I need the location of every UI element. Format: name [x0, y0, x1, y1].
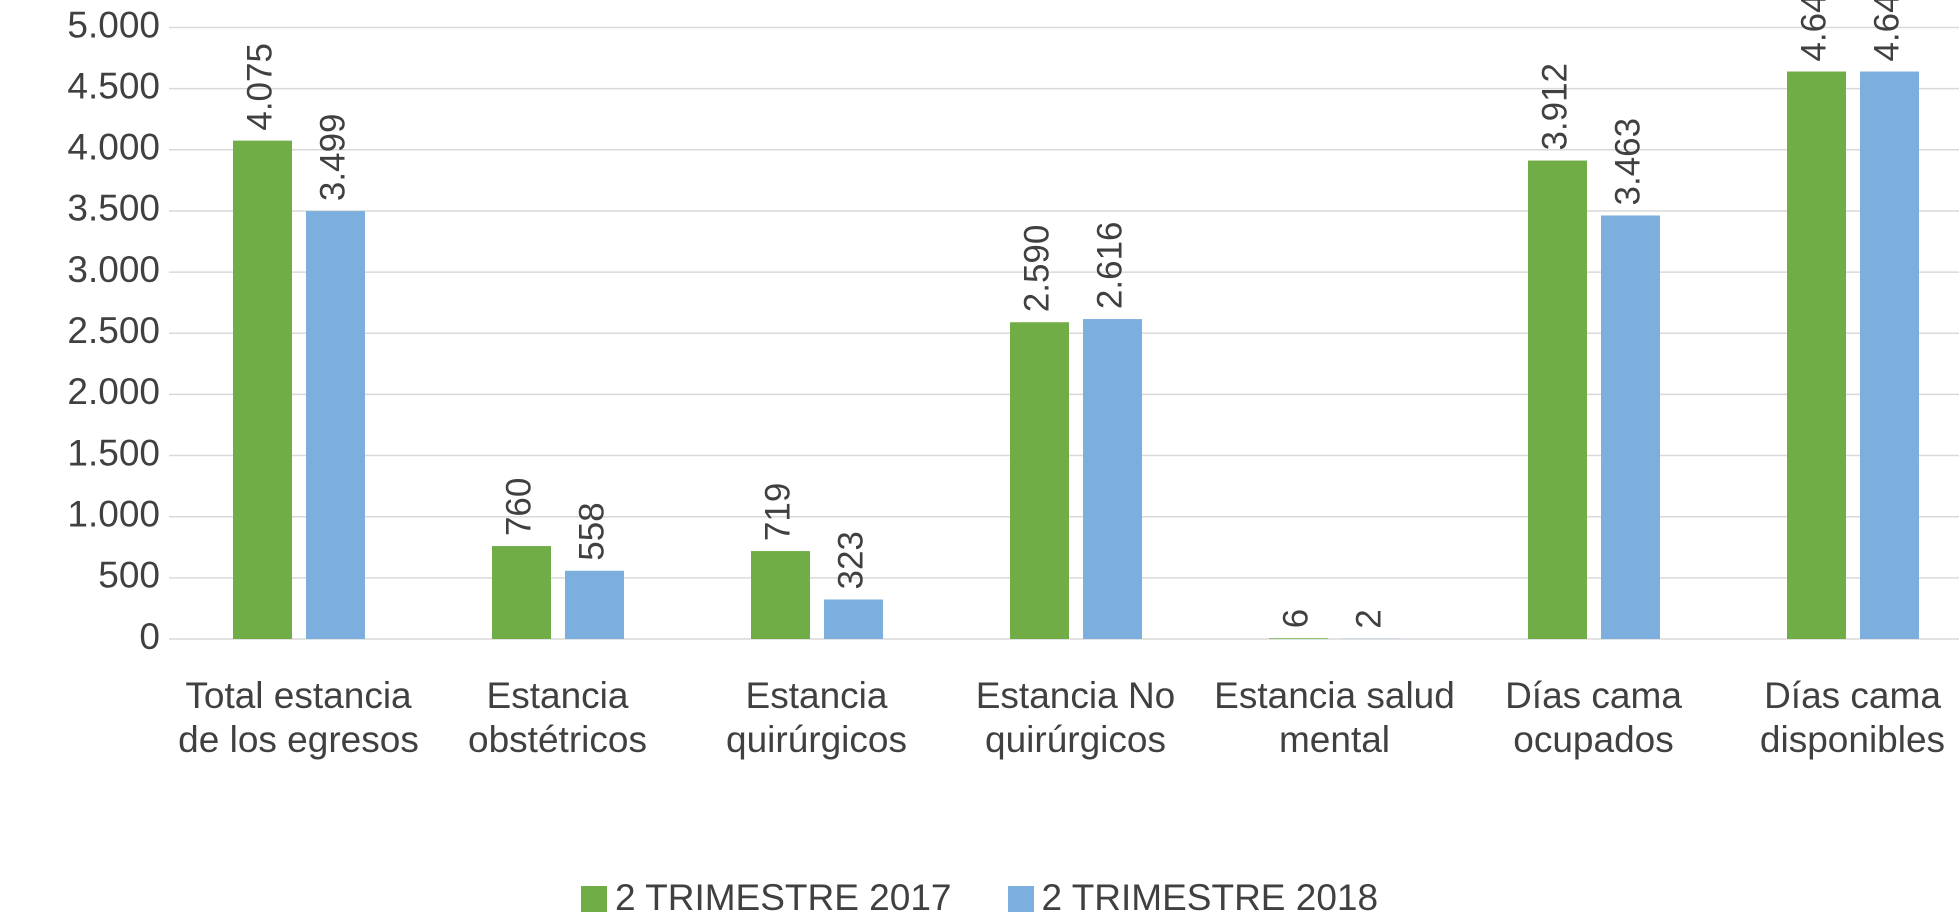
x-tick-label: Días cama ocupados [1469, 674, 1719, 762]
y-tick-label: 0 [139, 616, 160, 657]
bar [1083, 319, 1142, 639]
bar [492, 546, 551, 639]
y-tick-label: 3.500 [67, 188, 160, 229]
x-tick-label: Días cama disponibles [1728, 674, 1959, 762]
x-tick-label: Total estancia de los egresos [174, 674, 424, 762]
bar [1528, 161, 1587, 639]
y-tick-label: 500 [98, 555, 160, 596]
value-label: 4.075 [241, 43, 280, 131]
legend-label: 2 TRIMESTRE 2017 [615, 877, 952, 918]
value-label: 323 [832, 531, 871, 589]
y-tick-label: 1.000 [67, 493, 160, 534]
legend: 2 TRIMESTRE 2017 2 TRIMESTRE 2018 [0, 878, 1959, 918]
value-label: 2.616 [1091, 221, 1130, 309]
value-label: 3.499 [314, 113, 353, 201]
page: 0 500 1.000 1.500 2.000 2.500 3.000 3.500 4.000 4… [0, 0, 1959, 918]
y-tick-label: 4.000 [67, 127, 160, 168]
legend-swatch [581, 886, 607, 912]
x-tick-label: Estancia No quirúrgicos [951, 674, 1201, 762]
y-tick-label: 4.500 [67, 65, 160, 106]
x-tick-label: Estancia salud mental [1210, 674, 1460, 762]
bar [1269, 638, 1328, 639]
value-label: 3.912 [1536, 63, 1575, 151]
value-label: 4.640 [1795, 0, 1834, 62]
y-tick-label: 3.000 [67, 249, 160, 290]
bar [1010, 322, 1069, 639]
bar [565, 571, 624, 639]
bar [1601, 215, 1660, 639]
legend-item: 2 TRIMESTRE 2018 [1008, 878, 1379, 918]
legend-label: 2 TRIMESTRE 2018 [1042, 877, 1379, 918]
value-label: 6 [1277, 609, 1316, 628]
chart: 0 500 1.000 1.500 2.000 2.500 3.000 3.500 4.000 4… [0, 0, 1959, 918]
value-label: 4.640 [1868, 0, 1907, 62]
y-tick-label: 2.500 [67, 310, 160, 351]
y-tick-label: 5.000 [67, 4, 160, 45]
value-label: 558 [573, 502, 612, 560]
value-label: 719 [759, 483, 798, 541]
value-label: 2 [1350, 609, 1389, 628]
y-tick-label: 2.000 [67, 371, 160, 412]
bar [751, 551, 810, 639]
x-tick-label: Estancia obstétricos [433, 674, 683, 762]
value-label: 2.590 [1018, 225, 1057, 313]
legend-swatch [1008, 886, 1034, 912]
bar [1860, 72, 1919, 639]
bar [233, 141, 292, 639]
bar [1787, 72, 1846, 639]
value-label: 760 [500, 478, 539, 536]
legend-item: 2 TRIMESTRE 2017 [581, 878, 952, 918]
x-tick-label: Estancia quirúrgicos [692, 674, 942, 762]
value-label: 3.463 [1609, 118, 1648, 206]
bar [824, 599, 883, 639]
bar [306, 211, 365, 639]
y-tick-label: 1.500 [67, 432, 160, 473]
